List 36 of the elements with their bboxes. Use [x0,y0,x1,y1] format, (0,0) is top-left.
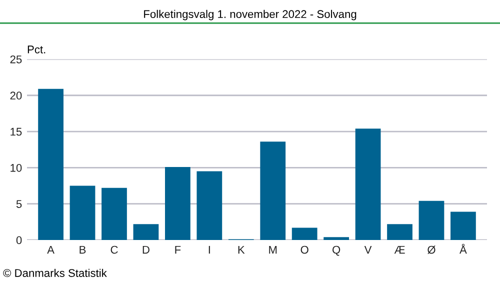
x-tick-label: O [300,246,308,254]
bar [387,224,412,240]
bar [355,128,381,240]
chart-title: Folketingsvalg 1. november 2022 - Solvang [144,10,356,20]
bar [133,224,159,240]
bar [38,88,64,240]
y-tick-label: 0 [16,236,22,244]
bar [102,188,127,240]
x-tick-label: Å [460,244,467,254]
y-tick-label: 5 [16,200,22,208]
x-tick-label: F [175,246,181,254]
x-tick-label: I [208,246,210,254]
x-tick-label: C [110,246,118,254]
bar [196,171,222,240]
y-tick-label: 20 [10,92,22,100]
x-tick-label: V [364,246,372,254]
bar [70,186,96,240]
x-tick-label: D [142,246,150,254]
x-tick-label: A [47,246,54,254]
x-tick-label: Æ [394,246,405,254]
x-tick-label: Q [332,246,340,256]
y-tick-label: 10 [10,164,22,172]
y-axis-title: Pct. [28,46,46,54]
bar [260,142,286,240]
x-tick-label: B [80,246,86,254]
y-tick-label: 25 [10,55,22,64]
bar [450,212,476,240]
x-tick-label: M [269,246,277,254]
y-tick-label: 15 [10,128,22,136]
bar [165,166,190,240]
x-tick-label: K [238,246,245,254]
x-tick-label: Ø [428,246,436,254]
bar [292,228,318,240]
text: © Danmarks Statistik [3,268,107,277]
bar [418,200,444,240]
bar [324,237,349,240]
